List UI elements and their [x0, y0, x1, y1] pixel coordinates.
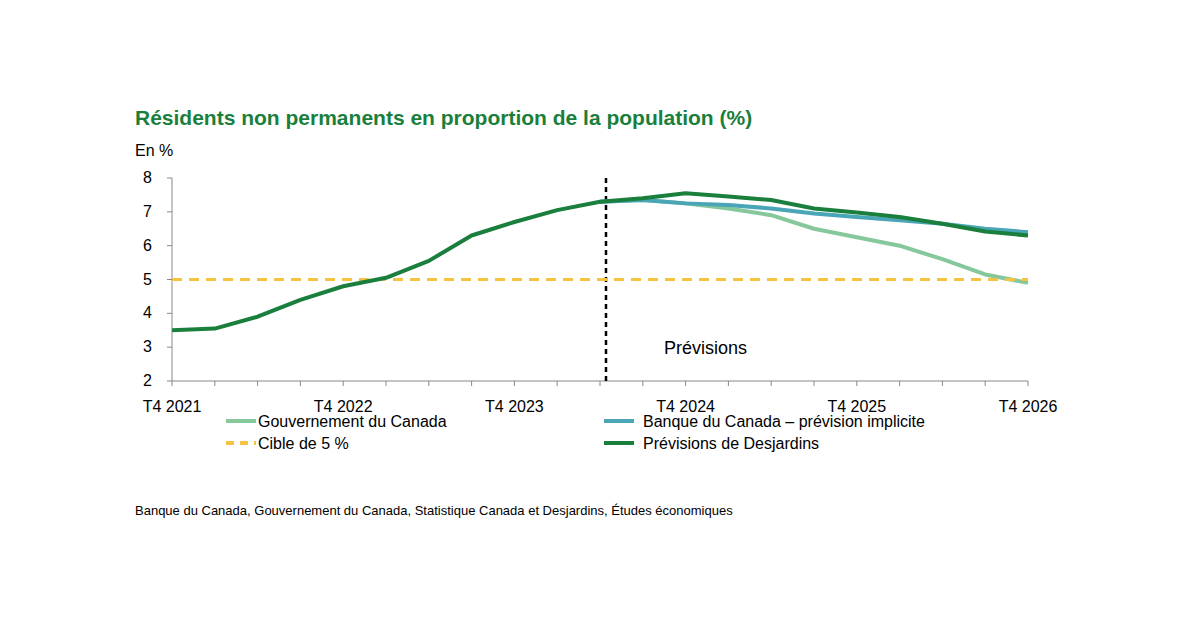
x-tick — [300, 381, 301, 386]
y-tick — [167, 279, 172, 280]
y-tick-label: 3 — [143, 338, 152, 355]
x-tick-label: T4 2021 — [143, 398, 202, 415]
x-tick — [942, 381, 943, 386]
y-tick-label: 5 — [143, 271, 152, 288]
y-tick-label: 7 — [143, 203, 152, 220]
x-tick — [386, 381, 387, 386]
y-tick — [167, 178, 172, 179]
y-tick — [167, 211, 172, 212]
y-tick — [167, 381, 172, 382]
x-tick — [557, 381, 558, 386]
x-tick — [771, 381, 772, 386]
x-tick — [471, 381, 472, 386]
x-tick-label: T4 2023 — [485, 398, 544, 415]
x-tick — [257, 381, 258, 386]
annotation: Prévisions — [664, 338, 747, 358]
title: Résidents non permanents en proportion d… — [135, 106, 752, 129]
x-tick — [728, 381, 729, 386]
x-tick — [428, 381, 429, 386]
legend-label: Prévisions de Desjardins — [643, 435, 819, 452]
x-tick-label: T4 2026 — [999, 398, 1058, 415]
legend-label: Cible de 5 % — [258, 435, 349, 452]
x-tick — [899, 381, 900, 386]
x-tick — [343, 381, 344, 386]
source: Banque du Canada, Gouvernement du Canada… — [135, 503, 733, 518]
y-tick-label: 8 — [143, 169, 152, 186]
y-tick-label: 6 — [143, 237, 152, 254]
chart: Résidents non permanents en proportion d… — [0, 0, 1200, 620]
y-tick — [167, 313, 172, 314]
legend-swatch — [604, 419, 634, 423]
y-tick-label: 4 — [143, 304, 152, 321]
x-tick — [514, 381, 515, 386]
series-line — [600, 200, 1028, 283]
series-line — [172, 193, 1028, 330]
x-tick — [214, 381, 215, 386]
legend-swatch — [226, 419, 256, 423]
y-tick — [167, 245, 172, 246]
plot-area — [172, 193, 1028, 330]
series-line — [172, 278, 1028, 281]
y-axis-label: En % — [135, 142, 173, 159]
y-tick — [167, 347, 172, 348]
x-tick — [985, 381, 986, 386]
legend-label: Gouvernement du Canada — [258, 413, 447, 430]
x-tick — [856, 381, 857, 386]
x-tick — [642, 381, 643, 386]
x-tick — [172, 381, 173, 386]
x-tick — [600, 381, 601, 386]
legend-swatch — [226, 441, 256, 445]
y-tick-label: 2 — [143, 372, 152, 389]
legend-label: Banque du Canada – prévision implicite — [643, 413, 925, 430]
x-tick — [685, 381, 686, 386]
chart-root: Résidents non permanents en proportion d… — [0, 0, 1200, 620]
x-tick — [1028, 381, 1029, 386]
legend-swatch — [604, 441, 634, 445]
x-tick — [814, 381, 815, 386]
